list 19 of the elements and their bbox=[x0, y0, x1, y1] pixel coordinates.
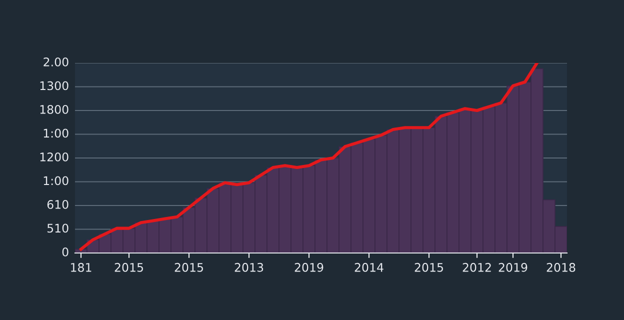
text: 610 bbox=[47, 200, 68, 209]
text: 1:00 bbox=[44, 128, 68, 138]
text: 1200 bbox=[40, 152, 68, 162]
x-tick-label: 2014 bbox=[354, 262, 384, 272]
x-tick-label: 2013 bbox=[234, 262, 264, 272]
x-tick-label: 2018 bbox=[546, 262, 576, 272]
x-tick-label: 2019 bbox=[294, 262, 324, 272]
text: 510 bbox=[47, 224, 68, 233]
text: 1:00 bbox=[44, 176, 68, 186]
text: 1300 bbox=[40, 81, 68, 90]
x-tick-label: 2012 bbox=[462, 262, 491, 272]
text: 2.00 bbox=[44, 57, 68, 66]
x-tick-label: 181 bbox=[71, 262, 92, 272]
x-tick-label: 2015 bbox=[414, 262, 443, 272]
x-tick-label: 2015 bbox=[114, 262, 143, 272]
text: 1800 bbox=[40, 104, 68, 114]
text: 0 bbox=[62, 247, 68, 256]
x-tick-label: 2019 bbox=[498, 262, 528, 272]
x-tick-label: 2015 bbox=[174, 262, 203, 272]
